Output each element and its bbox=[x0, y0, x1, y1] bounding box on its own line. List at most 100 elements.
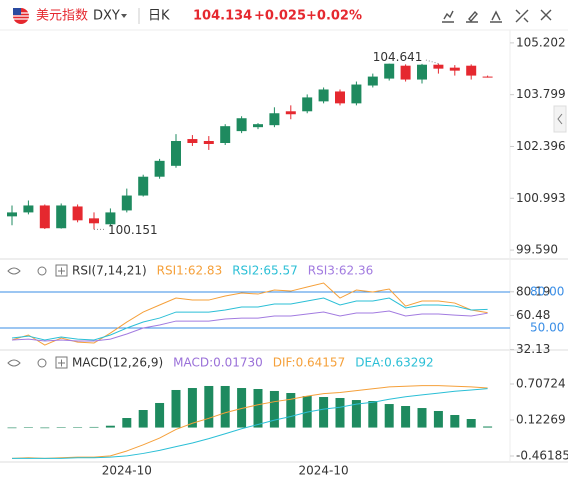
candle-body bbox=[138, 176, 149, 196]
legend-entry: RSI3:62.36 bbox=[308, 264, 374, 278]
instrument-name: 美元指数 bbox=[36, 9, 88, 24]
rsi-line bbox=[11, 297, 488, 341]
candle-body bbox=[318, 89, 329, 102]
macd-bar bbox=[466, 418, 476, 428]
change: +0.025 bbox=[254, 9, 306, 24]
symbol[interactable]: DXY bbox=[93, 9, 120, 24]
candle-body bbox=[367, 76, 378, 86]
y-tick-label: 0.70724 bbox=[516, 376, 566, 390]
macd-bar bbox=[23, 427, 33, 428]
candle-body bbox=[417, 64, 427, 80]
candle-body bbox=[400, 65, 411, 80]
legend-entry: DIF:0.64157 bbox=[273, 356, 345, 370]
x-tick-label: 2024-10 bbox=[299, 464, 349, 478]
y-tick-label: 103.799 bbox=[516, 87, 566, 101]
legend-entry: RSI2:65.57 bbox=[232, 264, 298, 278]
period[interactable]: 日K bbox=[148, 9, 170, 24]
gear-icon[interactable] bbox=[37, 358, 47, 368]
eye-icon[interactable] bbox=[7, 359, 21, 367]
y-tick-label: 105.202 bbox=[516, 35, 566, 49]
candle-body bbox=[302, 97, 313, 112]
macd-bar bbox=[204, 385, 214, 428]
macd-bar bbox=[73, 427, 83, 428]
annotation: 100.151 bbox=[108, 223, 158, 237]
price: 104.134 bbox=[193, 9, 252, 24]
tool-shape[interactable] bbox=[490, 10, 502, 23]
change-percent: +0.02% bbox=[306, 9, 362, 24]
macd-bar bbox=[237, 388, 247, 428]
reference-label: 50.00 bbox=[530, 321, 564, 335]
macd-bar bbox=[483, 426, 493, 428]
candle-body bbox=[384, 63, 395, 79]
candle-body bbox=[23, 205, 34, 213]
candle-body bbox=[351, 84, 362, 104]
eye-icon[interactable] bbox=[7, 267, 21, 275]
macd-bar bbox=[155, 402, 165, 428]
macd-bar bbox=[105, 425, 115, 428]
y-tick-label: 102.396 bbox=[516, 139, 566, 153]
macd-bar bbox=[138, 410, 148, 428]
macd-bar bbox=[433, 410, 443, 428]
macd-bar bbox=[384, 404, 394, 428]
side-tab-arrow bbox=[557, 113, 563, 125]
candle-body bbox=[220, 126, 231, 144]
candle-body bbox=[285, 111, 296, 115]
candle-body bbox=[7, 212, 17, 217]
candle-body bbox=[89, 218, 99, 224]
x-tick-label: 2024-10 bbox=[102, 464, 152, 478]
rsi-line bbox=[11, 310, 488, 342]
macd-bar bbox=[122, 418, 132, 428]
tool-expand[interactable] bbox=[515, 9, 529, 23]
macd-bar bbox=[286, 393, 296, 428]
legend-entry: DEA:0.63292 bbox=[355, 356, 434, 370]
toolbar bbox=[442, 9, 552, 23]
legend-entry: MACD:0.01730 bbox=[173, 356, 263, 370]
macd-bar bbox=[335, 397, 345, 428]
macd-bar bbox=[351, 400, 361, 428]
macd-bar bbox=[253, 389, 263, 428]
tool-close[interactable] bbox=[540, 9, 552, 21]
macd-bar bbox=[319, 397, 329, 428]
macd-line bbox=[12, 388, 488, 459]
tool-line[interactable] bbox=[442, 10, 454, 23]
annotation-leader bbox=[424, 59, 439, 65]
y-tick-label: 99.590 bbox=[516, 243, 558, 257]
macd-bar bbox=[89, 426, 99, 428]
macd-bar bbox=[171, 389, 181, 428]
gear-icon[interactable] bbox=[37, 266, 47, 276]
macd-icons bbox=[7, 356, 68, 369]
macd-bar bbox=[401, 406, 411, 428]
panel-title: RSI(7,14,21) bbox=[72, 264, 147, 278]
candle-body bbox=[269, 113, 280, 126]
macd-bar bbox=[40, 427, 50, 429]
y-tick-label: 32.13 bbox=[516, 342, 550, 356]
candle-body bbox=[154, 160, 165, 177]
macd-bar bbox=[220, 385, 230, 428]
rsi-line bbox=[11, 282, 488, 346]
dropdown-arrow[interactable] bbox=[121, 14, 127, 18]
candle-body bbox=[236, 118, 247, 132]
side-tab[interactable] bbox=[553, 105, 567, 133]
candle-body bbox=[449, 67, 460, 71]
y-tick-label: 100.993 bbox=[516, 191, 566, 205]
tool-pen[interactable] bbox=[466, 10, 478, 23]
macd-bar bbox=[368, 401, 378, 428]
candle-body bbox=[203, 141, 214, 144]
macd-bar bbox=[450, 414, 460, 428]
macd-bar bbox=[417, 408, 427, 428]
candle-body bbox=[72, 206, 83, 221]
candle-body bbox=[482, 76, 493, 78]
candle-body bbox=[433, 64, 444, 69]
legend-entry: RSI1:62.83 bbox=[157, 264, 223, 278]
candle-body bbox=[253, 124, 263, 128]
macd-bar bbox=[7, 427, 17, 429]
candle-body bbox=[187, 139, 198, 144]
add-icon[interactable] bbox=[55, 264, 68, 277]
flag-icon bbox=[13, 8, 29, 24]
add-icon[interactable] bbox=[55, 356, 68, 369]
candle-body bbox=[105, 212, 116, 225]
y-tick-label: 60.48 bbox=[516, 308, 550, 322]
macd-line bbox=[11, 385, 488, 459]
